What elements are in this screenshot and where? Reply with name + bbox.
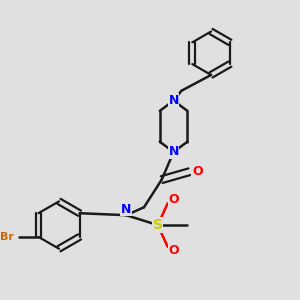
Text: O: O [168,193,179,206]
Text: N: N [168,146,179,158]
Text: O: O [168,244,179,257]
Text: Br: Br [0,232,14,242]
Text: S: S [153,218,163,232]
Text: N: N [168,94,179,107]
Text: N: N [121,203,131,216]
Text: O: O [192,165,202,178]
